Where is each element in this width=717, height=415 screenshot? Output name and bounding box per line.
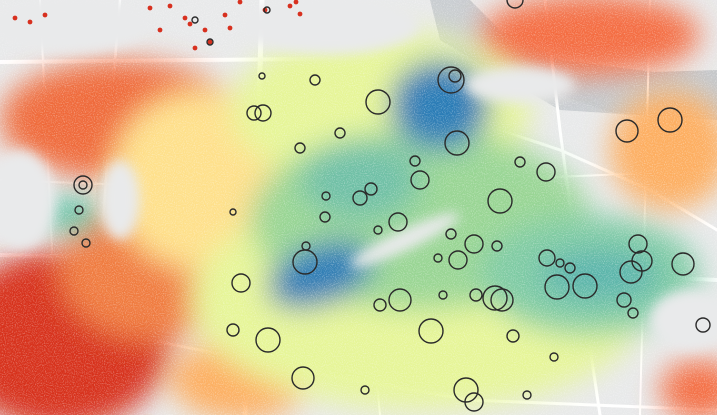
gap-river <box>465 67 575 103</box>
marker-circle[interactable] <box>491 240 503 252</box>
marker-circle[interactable] <box>549 352 559 362</box>
marker-circle[interactable] <box>191 16 199 24</box>
marker-circle[interactable] <box>544 274 570 300</box>
marker-circle[interactable] <box>536 162 556 182</box>
sample-dot <box>147 5 153 11</box>
marker-circle[interactable] <box>364 182 378 196</box>
marker-circle[interactable] <box>263 6 271 14</box>
marker-circle[interactable] <box>373 298 387 312</box>
marker-circle[interactable] <box>291 366 315 390</box>
sample-dot <box>167 3 173 9</box>
sample-dot <box>237 0 243 5</box>
marker-circle[interactable] <box>619 260 643 284</box>
marker-circle[interactable] <box>231 273 251 293</box>
marker-circle[interactable] <box>309 74 321 86</box>
marker-circle[interactable] <box>78 180 88 190</box>
marker-circle[interactable] <box>388 212 408 232</box>
marker-circle[interactable] <box>572 273 598 299</box>
uncovered-areas <box>0 0 717 350</box>
marker-circle[interactable] <box>464 234 484 254</box>
marker-circle[interactable] <box>445 228 457 240</box>
circle-markers[interactable] <box>69 0 711 412</box>
marker-circle[interactable] <box>564 262 576 274</box>
sample-dot <box>157 27 163 33</box>
marker-circle[interactable] <box>365 89 391 115</box>
sample-dot <box>202 27 208 33</box>
marker-circle[interactable] <box>418 318 444 344</box>
gap-east <box>650 290 717 350</box>
marker-circle[interactable] <box>254 104 272 122</box>
marker-circle[interactable] <box>627 307 639 319</box>
gap-center <box>350 213 460 267</box>
sample-dot <box>192 45 198 51</box>
gap-west-middle <box>0 150 55 250</box>
gap-southwest-road <box>100 160 140 240</box>
marker-circle[interactable] <box>226 323 240 337</box>
marker-circle[interactable] <box>469 288 483 302</box>
marker-circle[interactable] <box>453 377 479 403</box>
marker-circle[interactable] <box>628 234 648 254</box>
marker-circle[interactable] <box>301 241 311 251</box>
marker-circle[interactable] <box>255 327 281 353</box>
marker-circle[interactable] <box>74 205 84 215</box>
marker-circle[interactable] <box>69 226 79 236</box>
marker-circle[interactable] <box>482 285 508 311</box>
sample-dot <box>293 0 299 5</box>
marker-circle[interactable] <box>657 107 683 133</box>
marker-circle[interactable] <box>506 0 524 9</box>
sample-dot <box>297 11 303 17</box>
marker-circle[interactable] <box>448 69 462 83</box>
sample-dot <box>182 15 188 21</box>
marker-circle[interactable] <box>538 249 556 267</box>
gap-northwest <box>0 0 150 53</box>
marker-circle[interactable] <box>522 390 532 400</box>
marker-circle[interactable] <box>229 208 237 216</box>
sample-dot <box>27 19 33 25</box>
marker-circle[interactable] <box>433 253 443 263</box>
marker-circle[interactable] <box>334 127 346 139</box>
marker-circle[interactable] <box>409 155 421 167</box>
marker-circle[interactable] <box>671 252 695 276</box>
marker-circle[interactable] <box>616 292 632 308</box>
sample-dot <box>42 12 48 18</box>
marker-circle[interactable] <box>464 392 484 412</box>
marker-circle[interactable] <box>487 188 513 214</box>
marker-circle[interactable] <box>448 250 468 270</box>
marker-circle[interactable] <box>444 130 470 156</box>
sample-dot <box>12 15 18 21</box>
sample-dot <box>187 21 193 27</box>
sample-dot <box>222 12 228 18</box>
marker-circle[interactable] <box>360 385 370 395</box>
marker-circle[interactable] <box>437 66 465 94</box>
marker-circle[interactable] <box>615 119 639 143</box>
marker-circle[interactable] <box>490 288 514 312</box>
marker-circle[interactable] <box>258 72 266 80</box>
marker-circle[interactable] <box>81 238 91 248</box>
sample-dot <box>207 39 213 45</box>
marker-circle[interactable] <box>555 258 565 268</box>
marker-circle[interactable] <box>321 191 331 201</box>
marker-circle[interactable] <box>695 317 711 333</box>
marker-circle[interactable] <box>246 105 262 121</box>
marker-circle[interactable] <box>73 175 93 195</box>
gap-north-center <box>240 0 420 55</box>
marker-circle[interactable] <box>373 225 383 235</box>
sample-dots <box>12 0 303 51</box>
marker-circle[interactable] <box>352 190 368 206</box>
marker-circle[interactable] <box>319 211 331 223</box>
marker-circle[interactable] <box>506 329 520 343</box>
marker-circle[interactable] <box>514 156 526 168</box>
marker-circle[interactable] <box>410 170 430 190</box>
marker-circle[interactable] <box>294 142 306 154</box>
sample-dot <box>227 25 233 31</box>
marker-circle[interactable] <box>438 290 448 300</box>
sample-dot <box>287 3 293 9</box>
marker-circle[interactable] <box>206 38 214 46</box>
marker-circle[interactable] <box>388 288 412 312</box>
